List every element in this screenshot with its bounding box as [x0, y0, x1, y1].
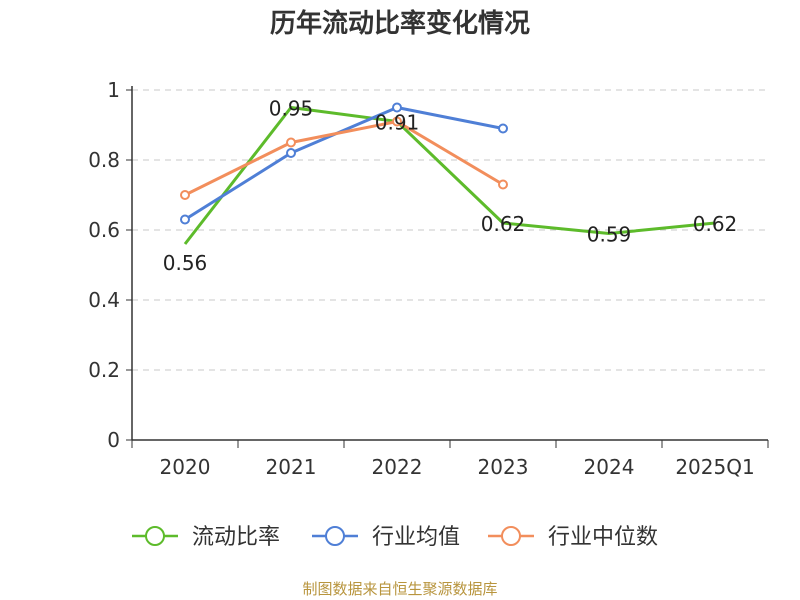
y-tick-label: 0.8 — [88, 148, 120, 172]
legend-label: 行业均值 — [372, 525, 460, 550]
series-point-2 — [392, 116, 402, 127]
legend-marker-circle — [501, 526, 521, 546]
data-label: 0.62 — [481, 212, 526, 236]
axes: 0 0.2 0.4 0.6 0.8 1 2020 2021 2022 2023 2024 2025Q1 — [88, 78, 769, 479]
data-label: 0.62 — [693, 212, 738, 236]
grid-lines — [132, 89, 768, 371]
data-labels: 0.56 0.95 0.91 0.62 0.59 0.62 — [163, 97, 738, 276]
series-line-0 — [183, 106, 716, 245]
chart-title: 历年流动比率变化情况 — [270, 8, 530, 39]
y-tick-label: 0.4 — [88, 288, 120, 312]
y-tick-label: 0 — [107, 428, 120, 452]
series-line-2 — [184, 120, 504, 197]
legend[interactable]: 流动比率 行业均值 行业中位数 — [132, 525, 658, 550]
data-label: 0.91 — [375, 111, 420, 135]
y-tick-label: 1 — [107, 78, 120, 102]
y-tick-label: 0.6 — [88, 218, 120, 242]
data-label: 0.95 — [269, 97, 314, 121]
x-tick-label: 2023 — [478, 455, 529, 479]
data-label: 0.59 — [587, 223, 632, 247]
series-line-1 — [184, 106, 504, 221]
x-tick-label: 2022 — [372, 455, 423, 479]
series-point-1 — [392, 102, 402, 113]
legend-marker-circle — [325, 526, 345, 546]
legend-label: 行业中位数 — [548, 525, 658, 550]
y-tick-label: 0.2 — [88, 358, 120, 382]
legend-label: 流动比率 — [192, 525, 280, 550]
series-point-1 — [180, 214, 190, 225]
series-point-2 — [180, 190, 190, 200]
series-group — [180, 102, 716, 245]
x-tick-label: 2021 — [266, 455, 317, 479]
legend-marker-circle — [145, 526, 165, 546]
series-point-1 — [286, 148, 296, 158]
series-point-1 — [498, 123, 508, 134]
x-tick-label: 2025Q1 — [675, 455, 754, 479]
series-point-2 — [498, 179, 508, 190]
x-tick-label: 2024 — [584, 455, 635, 479]
x-tick-label: 2020 — [160, 455, 211, 479]
series-point-2 — [286, 137, 296, 148]
source-note: 制图数据来自恒生聚源数据库 — [302, 580, 497, 598]
data-label: 0.56 — [163, 251, 208, 275]
